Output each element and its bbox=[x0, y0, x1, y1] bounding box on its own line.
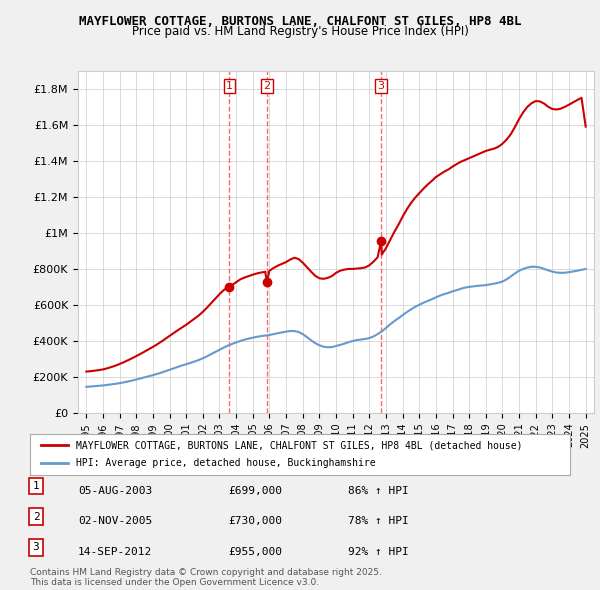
Text: 2: 2 bbox=[263, 81, 271, 91]
Text: 92% ↑ HPI: 92% ↑ HPI bbox=[348, 547, 409, 557]
Text: HPI: Average price, detached house, Buckinghamshire: HPI: Average price, detached house, Buck… bbox=[76, 458, 376, 468]
Text: 3: 3 bbox=[32, 542, 40, 552]
Text: 05-AUG-2003: 05-AUG-2003 bbox=[78, 486, 152, 496]
Text: Contains HM Land Registry data © Crown copyright and database right 2025.: Contains HM Land Registry data © Crown c… bbox=[30, 568, 382, 577]
Text: Price paid vs. HM Land Registry's House Price Index (HPI): Price paid vs. HM Land Registry's House … bbox=[131, 25, 469, 38]
Text: £955,000: £955,000 bbox=[228, 547, 282, 557]
Text: 14-SEP-2012: 14-SEP-2012 bbox=[78, 547, 152, 557]
Text: 1: 1 bbox=[226, 81, 233, 91]
Text: 86% ↑ HPI: 86% ↑ HPI bbox=[348, 486, 409, 496]
Text: £730,000: £730,000 bbox=[228, 516, 282, 526]
Text: 02-NOV-2005: 02-NOV-2005 bbox=[78, 516, 152, 526]
Text: This data is licensed under the Open Government Licence v3.0.: This data is licensed under the Open Gov… bbox=[30, 578, 319, 587]
Text: 2: 2 bbox=[32, 512, 40, 522]
Text: 3: 3 bbox=[377, 81, 385, 91]
Text: £699,000: £699,000 bbox=[228, 486, 282, 496]
Text: MAYFLOWER COTTAGE, BURTONS LANE, CHALFONT ST GILES, HP8 4BL: MAYFLOWER COTTAGE, BURTONS LANE, CHALFON… bbox=[79, 15, 521, 28]
Text: 78% ↑ HPI: 78% ↑ HPI bbox=[348, 516, 409, 526]
Text: MAYFLOWER COTTAGE, BURTONS LANE, CHALFONT ST GILES, HP8 4BL (detached house): MAYFLOWER COTTAGE, BURTONS LANE, CHALFON… bbox=[76, 440, 523, 450]
Text: 1: 1 bbox=[32, 481, 40, 491]
